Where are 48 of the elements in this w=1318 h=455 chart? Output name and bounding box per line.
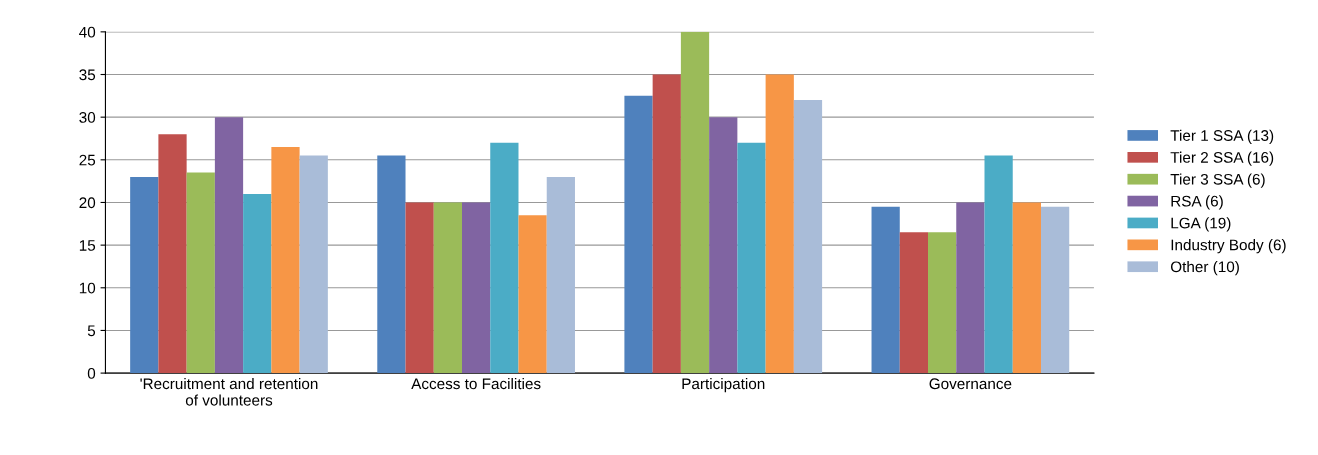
- x-tick-label: Access to Facilities: [411, 377, 541, 390]
- bar: [871, 206, 900, 374]
- bar: [243, 193, 272, 374]
- legend-label: Other (10): [1170, 261, 1239, 276]
- y-tick-label: 40: [79, 26, 96, 38]
- bar: [271, 147, 300, 374]
- y-tick-label: 0: [87, 367, 96, 379]
- y-tick-label: 5: [87, 325, 96, 337]
- bar: [405, 202, 434, 374]
- bar: [214, 117, 244, 374]
- legend-label: Tier 3 SSA (6): [1170, 173, 1265, 188]
- x-tick-label: Governance: [929, 378, 1012, 390]
- y-tick-label: 20: [79, 197, 96, 209]
- bar: [652, 74, 681, 374]
- y-tick-label: 15: [79, 240, 96, 251]
- bar: [709, 117, 738, 374]
- bar: [299, 155, 328, 374]
- bar: [433, 202, 463, 374]
- legend-label: Tier 1 SSA (13): [1170, 129, 1274, 144]
- legend-label: Tier 2 SSA (16): [1170, 151, 1274, 166]
- bar: [899, 232, 929, 374]
- bar: [928, 232, 957, 374]
- y-tick-label: 10: [79, 282, 96, 294]
- bar: [186, 172, 215, 374]
- bar: [956, 202, 985, 374]
- bar: [984, 155, 1013, 374]
- legend-label: RSA (6): [1171, 195, 1223, 210]
- bar: [737, 142, 766, 374]
- bar: [765, 74, 794, 374]
- bar: [793, 100, 823, 374]
- bar: [377, 155, 406, 374]
- bar: [1040, 206, 1070, 374]
- bar: [624, 95, 653, 374]
- x-tick-label: Participation: [682, 377, 765, 393]
- y-tick-label: 35: [79, 69, 96, 81]
- bar: [158, 134, 187, 374]
- bar: [462, 202, 491, 374]
- bar: [1012, 202, 1041, 374]
- bar: [130, 176, 159, 374]
- x-tick-label: 'Recruitment and retention of volunteers: [140, 377, 318, 406]
- y-tick-label: 30: [79, 112, 96, 123]
- legend-label: LGA (19): [1171, 217, 1231, 232]
- bar: [680, 31, 710, 374]
- bar: [546, 176, 575, 374]
- bar: [518, 215, 547, 374]
- bar: [490, 142, 519, 374]
- y-tick-label: 25: [79, 154, 96, 166]
- legend-label: Industry Body (6): [1171, 239, 1286, 254]
